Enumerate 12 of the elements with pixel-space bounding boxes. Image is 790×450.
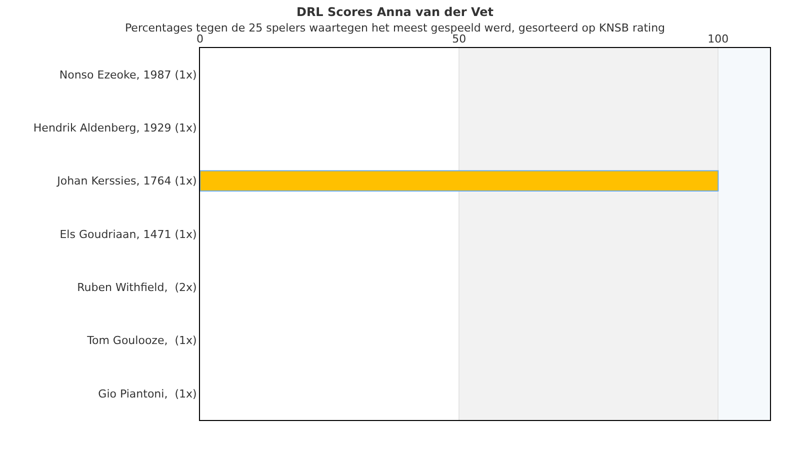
y-tick-label: Hendrik Aldenberg, 1929 (1x) <box>33 122 197 135</box>
chart-subtitle: Percentages tegen de 25 spelers waartegen het meest gespeeld werd, gesorteerd op KNSB rating <box>124 21 666 34</box>
chart-title: DRL Scores Anna van der Vet <box>296 4 494 19</box>
y-tick-label: Tom Goulooze, (1x) <box>86 334 197 348</box>
x-tick-label: 0 <box>196 32 204 46</box>
y-tick-label: Gio Piantoni, (1x) <box>98 387 197 400</box>
y-tick-label: Nonso Ezeoke, 1987 (1x) <box>59 68 197 82</box>
x-tick-label: 50 <box>452 32 466 46</box>
y-tick-label: Johan Kerssies, 1764 (1x) <box>56 174 197 188</box>
y-tick-label: Ruben Withfield, (2x) <box>77 280 197 294</box>
y-tick-label: Els Goudriaan, 1471 (1x) <box>60 228 197 241</box>
x-tick-label: 100 <box>708 32 729 46</box>
